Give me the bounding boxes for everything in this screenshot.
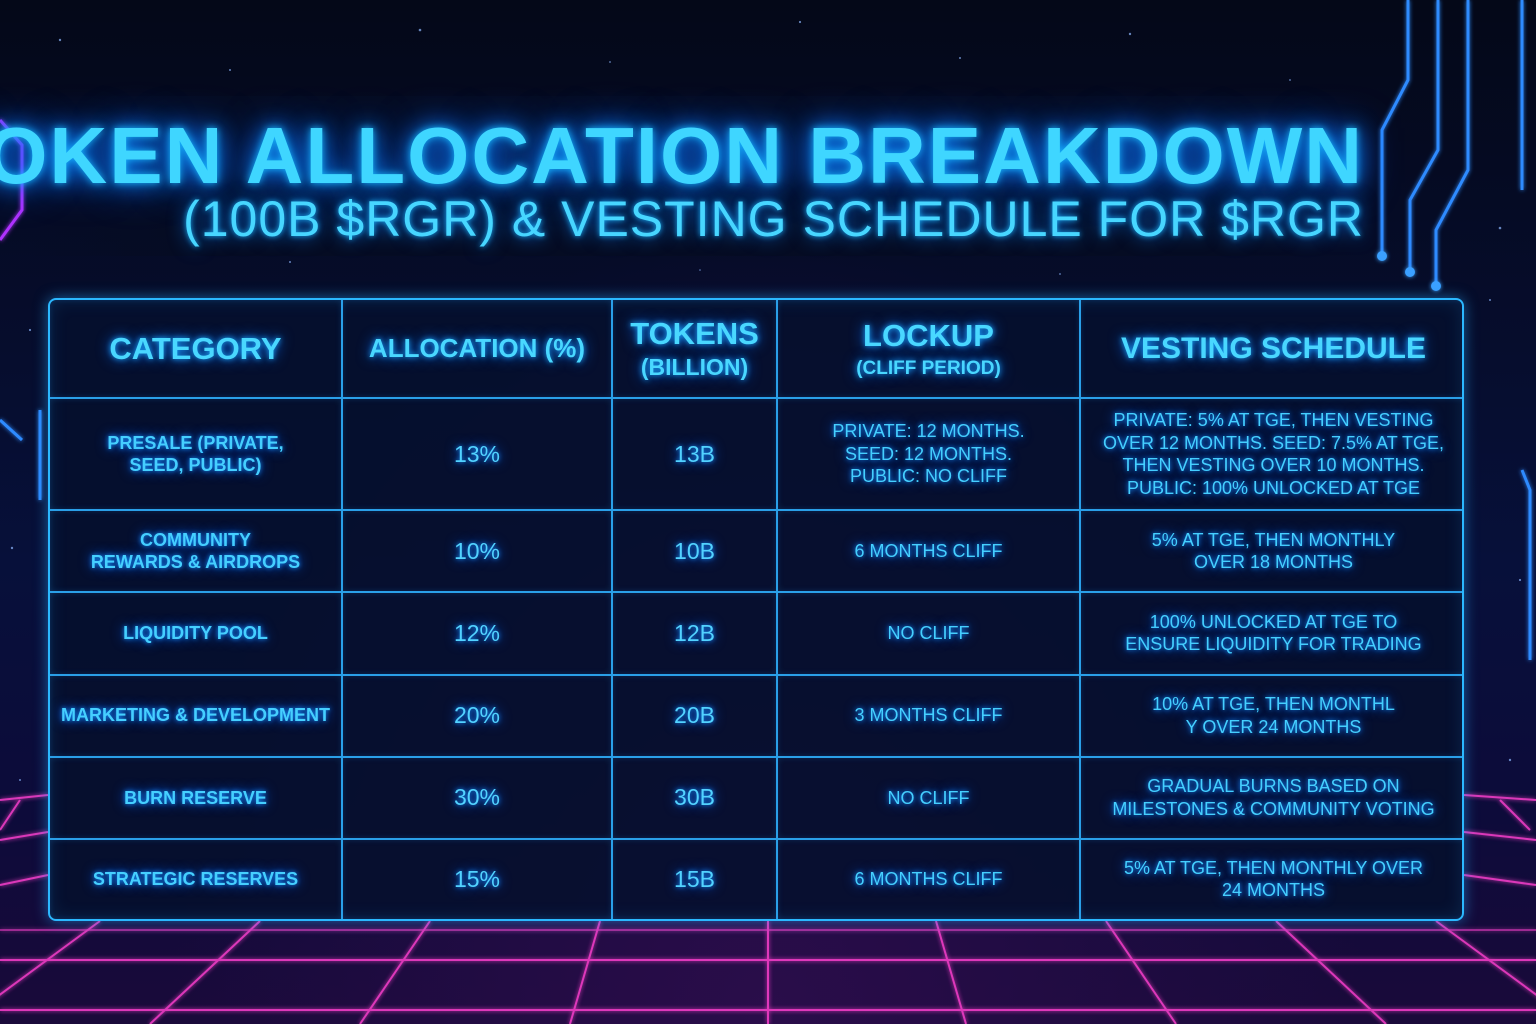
vesting-cell-line: PRIVATE: 5% AT TGE, THEN VESTING xyxy=(1113,410,1434,431)
table-row: LIQUIDITY POOL 12% 12B NO CLIFF 100% UNLOCKE… xyxy=(50,591,1462,676)
lockup-cell-line: 3 MONTHS CLIFF xyxy=(854,705,1003,726)
category-cell-line: STRATEGIC RESERVES xyxy=(92,869,299,890)
vesting-cell: 5% AT TGE, THEN MONTHLY OVER 18 MONTHS xyxy=(1079,509,1462,594)
category-cell-line: PRESALE (PRIVATE, xyxy=(107,432,284,453)
allocation-cell: 30% xyxy=(341,755,613,840)
vesting-cell: 5% AT TGE, THEN MONTHLY OVER 24 MONTHS xyxy=(1079,837,1462,919)
category-cell: COMMUNITY REWARDS & AIRDROPS xyxy=(50,509,343,594)
vesting-cell: GRADUAL BURNS BASED ON MILESTONES & COMMU… xyxy=(1079,755,1462,840)
vesting-cell-line: THEN VESTING OVER 10 MONTHS. xyxy=(1122,455,1425,476)
category-cell-line: SEED, PUBLIC) xyxy=(129,455,262,476)
vesting-cell-line: 5% AT TGE, THEN MONTHLY OVER xyxy=(1123,857,1424,878)
category-cell-line: MARKETING & DEVELOPMENT xyxy=(60,705,330,726)
category-cell-line: LIQUIDITY POOL xyxy=(123,623,268,644)
tokens-cell: 13B xyxy=(611,396,778,512)
table-header-row: CATEGORY ALLOCATION (%) TOKENS (BILLION)… xyxy=(50,300,1462,399)
vesting-cell-line: ENSURE LIQUIDITY FOR TRADING xyxy=(1125,634,1422,655)
category-cell-line: COMMUNITY xyxy=(140,529,251,550)
page-title: TOKEN ALLOCATION BREAKDOWN xyxy=(0,111,1364,200)
vesting-cell-line: 5% AT TGE, THEN MONTHLY xyxy=(1151,529,1396,550)
vesting-cell: PRIVATE: 5% AT TGE, THEN VESTING OVER 12 … xyxy=(1079,396,1462,512)
table-row: BURN RESERVE 30% 30B NO CLIFF GRADUAL BURNS … xyxy=(50,755,1462,840)
table-row: COMMUNITY REWARDS & AIRDROPS 10% 10B 6 MONTH… xyxy=(50,509,1462,594)
vesting-cell-line: OVER 12 MONTHS. SEED: 7.5% AT TGE, xyxy=(1102,432,1445,453)
header-tokens: TOKENS (BILLION) xyxy=(611,300,778,399)
allocation-table: CATEGORY ALLOCATION (%) TOKENS (BILLION)… xyxy=(50,300,1462,919)
vesting-cell: 10% AT TGE, THEN MONTHL Y OVER 24 MONTHS xyxy=(1079,673,1462,758)
vesting-cell-line: GRADUAL BURNS BASED ON xyxy=(1147,776,1400,797)
header-lockup-label: LOCKUP xyxy=(863,317,994,353)
table-row: MARKETING & DEVELOPMENT 20% 20B 3 MONTHS CL… xyxy=(50,673,1462,758)
table-row: STRATEGIC RESERVES 15% 15B 6 MONTHS CLIFF 5%… xyxy=(50,837,1462,919)
table-row: PRESALE (PRIVATE, SEED, PUBLIC) 13% 13B PRIV… xyxy=(50,396,1462,512)
lockup-cell: 6 MONTHS CLIFF xyxy=(776,509,1081,594)
allocation-cell: 12% xyxy=(341,591,613,676)
tokens-cell: 10B xyxy=(611,509,778,594)
header-vesting: VESTING SCHEDULE xyxy=(1079,300,1462,399)
table-body: PRESALE (PRIVATE, SEED, PUBLIC) 13% 13B PRIV… xyxy=(50,396,1462,919)
lockup-cell: 3 MONTHS CLIFF xyxy=(776,673,1081,758)
vesting-cell-line: Y OVER 24 MONTHS xyxy=(1185,716,1362,737)
category-cell-line: BURN RESERVE xyxy=(124,787,267,808)
vesting-cell-line: 100% UNLOCKED AT TGE TO xyxy=(1149,611,1398,632)
vesting-cell-line: PUBLIC: 100% UNLOCKED AT TGE xyxy=(1126,477,1421,498)
category-cell: LIQUIDITY POOL xyxy=(50,591,343,676)
header-allocation: ALLOCATION (%) xyxy=(341,300,613,399)
allocation-cell: 15% xyxy=(341,837,613,919)
category-cell-line: REWARDS & AIRDROPS xyxy=(90,552,301,573)
lockup-cell-line: SEED: 12 MONTHS. xyxy=(844,443,1013,464)
header-lockup-sub: (CLIFF PERIOD) xyxy=(856,357,1001,379)
vesting-cell-line: 10% AT TGE, THEN MONTHL xyxy=(1152,694,1395,715)
allocation-cell: 13% xyxy=(341,396,613,512)
lockup-cell-line: PUBLIC: NO CLIFF xyxy=(849,466,1008,487)
lockup-cell-line: NO CLIFF xyxy=(887,787,970,808)
tokens-cell: 15B xyxy=(611,837,778,919)
tokens-cell: 20B xyxy=(611,673,778,758)
lockup-cell-line: PRIVATE: 12 MONTHS. xyxy=(832,421,1025,442)
vesting-cell-line: MILESTONES & COMMUNITY VOTING xyxy=(1112,798,1435,819)
allocation-cell: 20% xyxy=(341,673,613,758)
header-tokens-unit: (BILLION) xyxy=(640,354,749,380)
lockup-cell: 6 MONTHS CLIFF xyxy=(776,837,1081,919)
lockup-cell-line: 6 MONTHS CLIFF xyxy=(854,869,1003,890)
page-subtitle: (100B $RGR) & VESTING SCHEDULE FOR $RGR xyxy=(183,191,1364,247)
category-cell: PRESALE (PRIVATE, SEED, PUBLIC) xyxy=(50,396,343,512)
title-backdrop xyxy=(30,96,1370,256)
header-tokens-label: TOKENS xyxy=(630,316,759,351)
category-cell: STRATEGIC RESERVES xyxy=(50,837,343,919)
category-cell: BURN RESERVE xyxy=(50,755,343,840)
allocation-table-container: CATEGORY ALLOCATION (%) TOKENS (BILLION)… xyxy=(48,298,1464,921)
tokens-cell: 12B xyxy=(611,591,778,676)
header-category: CATEGORY xyxy=(50,300,343,399)
lockup-cell: PRIVATE: 12 MONTHS. SEED: 12 MONTHS. PUBLI… xyxy=(776,396,1081,512)
vesting-cell: 100% UNLOCKED AT TGE TO ENSURE LIQUIDITY … xyxy=(1079,591,1462,676)
lockup-cell: NO CLIFF xyxy=(776,591,1081,676)
tokens-cell: 30B xyxy=(611,755,778,840)
category-cell: MARKETING & DEVELOPMENT xyxy=(50,673,343,758)
lockup-cell: NO CLIFF xyxy=(776,755,1081,840)
lockup-cell-line: NO CLIFF xyxy=(887,623,970,644)
header-lockup: LOCKUP (CLIFF PERIOD) xyxy=(776,300,1081,399)
lockup-cell-line: 6 MONTHS CLIFF xyxy=(854,541,1003,562)
vesting-cell-line: 24 MONTHS xyxy=(1221,880,1326,901)
allocation-cell: 10% xyxy=(341,509,613,594)
vesting-cell-line: OVER 18 MONTHS xyxy=(1193,552,1354,573)
